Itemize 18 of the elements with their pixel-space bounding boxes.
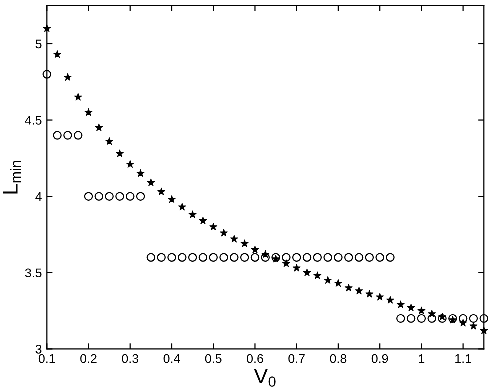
y-axis-title: L$_{min}$ [3,161,22,194]
x-tick-label: 0.3 [122,354,139,364]
x-tick-label: 0.7 [288,354,305,364]
y-tick-label: 3 [36,345,42,354]
x-tick-label: 0.2 [80,354,97,364]
x-tick-label: 0.1 [38,354,56,364]
y-tick-label: 5 [36,40,42,49]
y-tick-label: 3.5 [25,268,42,278]
y-tick-label: 4.5 [25,116,42,125]
x-tick-label: 1.1 [456,354,472,364]
x-tick-label: 0.6 [247,354,264,364]
x-tick-label: 0.4 [164,354,180,364]
x-tick-label: 0.9 [372,354,388,364]
x-tick-label: 0.8 [330,354,347,364]
x-tick-label: 0.5 [205,354,222,364]
y-tick-label: 4 [36,192,42,202]
x-axis-title: V$_{0}$ [254,369,276,387]
x-tick-label: 1 [419,354,425,364]
